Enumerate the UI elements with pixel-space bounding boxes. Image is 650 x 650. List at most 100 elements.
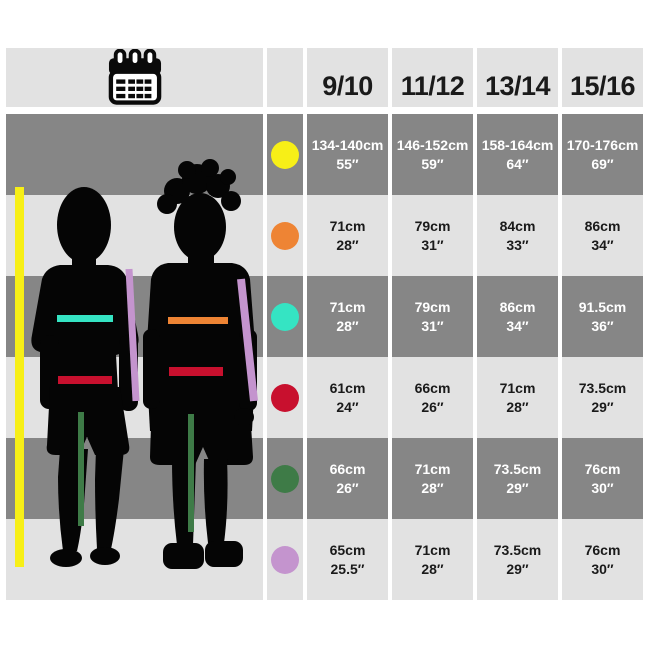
inch-value: 55″ xyxy=(336,155,359,172)
calendar-header-cell xyxy=(6,48,263,107)
cm-value: 71cm xyxy=(329,218,366,235)
cm-value: 71cm xyxy=(329,299,366,316)
inch-value: 34″ xyxy=(591,236,614,253)
cm-value: 84cm xyxy=(499,218,536,235)
header-row: 9/10 11/12 13/14 15/16 xyxy=(6,48,643,107)
size-cell: 73.5cm 29″ xyxy=(562,357,643,438)
size-cell: 76cm 30″ xyxy=(562,519,643,600)
girl-silhouette xyxy=(143,159,257,569)
green-dot-icon xyxy=(271,464,299,493)
inch-value: 24″ xyxy=(336,398,359,415)
purple-dot-cell xyxy=(267,519,303,600)
boy-inseam-line xyxy=(78,412,84,526)
cm-value: 86cm xyxy=(499,299,536,316)
girl-waist-line xyxy=(169,367,223,376)
age-header-11-12: 11/12 xyxy=(392,48,473,107)
size-cell: 71cm 28″ xyxy=(392,519,473,600)
cm-value: 86cm xyxy=(584,218,621,235)
size-column-9-10: 134-140cm 55″ 71cm 28″ 71cm 28″ 61cm 24″ 66c… xyxy=(307,114,388,600)
size-cell: 71cm 28″ xyxy=(307,195,388,276)
size-column-13-14: 158-164cm 64″ 84cm 33″ 86cm 34″ 71cm 28″ 73.… xyxy=(477,114,558,600)
inch-value: 25.5″ xyxy=(330,560,365,577)
inch-value: 29″ xyxy=(506,479,529,496)
cm-value: 158-164cm xyxy=(481,137,554,154)
cm-value: 71cm xyxy=(414,542,451,559)
inch-value: 59″ xyxy=(421,155,444,172)
inch-value: 28″ xyxy=(421,479,444,496)
dot-column-header xyxy=(267,48,303,107)
cm-value: 61cm xyxy=(329,380,366,397)
size-column-15-16: 170-176cm 69″ 86cm 34″ 91.5cm 36″ 73.5cm 29″… xyxy=(562,114,643,600)
size-cell: 146-152cm 59″ xyxy=(392,114,473,195)
size-cell: 66cm 26″ xyxy=(307,438,388,519)
red-dot-icon xyxy=(271,383,299,412)
height-line xyxy=(15,187,24,567)
inch-value: 29″ xyxy=(591,398,614,415)
inch-value: 28″ xyxy=(421,560,444,577)
size-cell: 71cm 28″ xyxy=(392,438,473,519)
cm-value: 134-140cm xyxy=(311,137,384,154)
inch-value: 31″ xyxy=(421,236,444,253)
size-cell: 79cm 31″ xyxy=(392,276,473,357)
cm-value: 91.5cm xyxy=(578,299,627,316)
inch-value: 30″ xyxy=(591,479,614,496)
size-cell: 170-176cm 69″ xyxy=(562,114,643,195)
girl-inseam-line xyxy=(188,414,194,532)
inch-value: 64″ xyxy=(506,155,529,172)
age-header-9-10: 9/10 xyxy=(307,48,388,107)
size-cell: 91.5cm 36″ xyxy=(562,276,643,357)
inch-value: 29″ xyxy=(506,560,529,577)
size-cell: 73.5cm 29″ xyxy=(477,519,558,600)
size-cell: 66cm 26″ xyxy=(392,357,473,438)
size-cell: 71cm 28″ xyxy=(307,276,388,357)
inch-value: 28″ xyxy=(336,236,359,253)
cm-value: 146-152cm xyxy=(396,137,469,154)
age-header-13-14: 13/14 xyxy=(477,48,558,107)
boy-chest-line xyxy=(57,315,113,322)
purple-dot-icon xyxy=(271,545,299,574)
teal-dot-cell xyxy=(267,276,303,357)
yellow-dot-icon xyxy=(271,140,299,169)
cm-value: 66cm xyxy=(414,380,451,397)
cm-value: 66cm xyxy=(329,461,366,478)
green-dot-cell xyxy=(267,438,303,519)
size-cell: 86cm 34″ xyxy=(477,276,558,357)
figure-cell xyxy=(6,114,263,600)
size-cell: 134-140cm 55″ xyxy=(307,114,388,195)
cm-value: 65cm xyxy=(329,542,366,559)
cm-value: 170-176cm xyxy=(566,137,639,154)
yellow-dot-cell xyxy=(267,114,303,195)
size-cell: 73.5cm 29″ xyxy=(477,438,558,519)
inch-value: 33″ xyxy=(506,236,529,253)
girl-chest-line xyxy=(168,317,228,324)
inch-value: 30″ xyxy=(591,560,614,577)
inch-value: 28″ xyxy=(336,317,359,334)
cm-value: 73.5cm xyxy=(493,542,542,559)
size-cell: 71cm 28″ xyxy=(477,357,558,438)
inch-value: 34″ xyxy=(506,317,529,334)
table-body: 134-140cm 55″ 71cm 28″ 71cm 28″ 61cm 24″ 66c… xyxy=(6,114,643,600)
cm-value: 76cm xyxy=(584,461,621,478)
inch-value: 36″ xyxy=(591,317,614,334)
cm-value: 71cm xyxy=(414,461,451,478)
cm-value: 73.5cm xyxy=(493,461,542,478)
size-cell: 84cm 33″ xyxy=(477,195,558,276)
girl-sleeve-line xyxy=(237,278,258,402)
teal-dot-icon xyxy=(271,302,299,331)
cm-value: 79cm xyxy=(414,218,451,235)
cm-value: 76cm xyxy=(584,542,621,559)
inch-value: 26″ xyxy=(421,398,444,415)
boy-waist-line xyxy=(58,376,112,384)
red-dot-cell xyxy=(267,357,303,438)
inch-value: 28″ xyxy=(506,398,529,415)
inch-value: 69″ xyxy=(591,155,614,172)
boy-sleeve-line xyxy=(125,268,140,402)
inch-value: 26″ xyxy=(336,479,359,496)
size-cell: 76cm 30″ xyxy=(562,438,643,519)
cm-value: 73.5cm xyxy=(578,380,627,397)
size-cell: 86cm 34″ xyxy=(562,195,643,276)
inch-value: 31″ xyxy=(421,317,444,334)
age-header-15-16: 15/16 xyxy=(562,48,643,107)
size-cell: 65cm 25.5″ xyxy=(307,519,388,600)
